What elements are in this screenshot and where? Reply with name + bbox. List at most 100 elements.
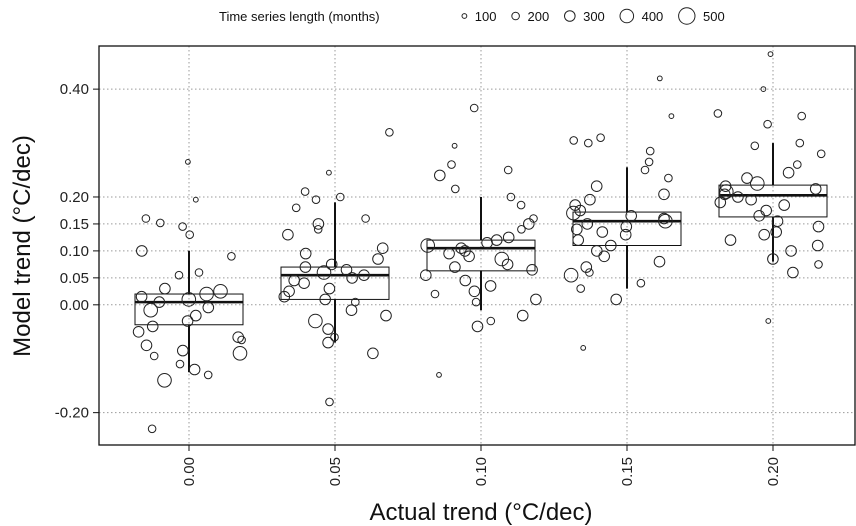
legend-label: 100	[475, 9, 497, 24]
data-point	[750, 176, 765, 191]
data-point	[143, 302, 158, 318]
data-point	[319, 293, 332, 306]
x-axis-title: Actual trend (°C/dec)	[369, 499, 592, 526]
data-point	[140, 339, 153, 352]
y-tick-label: 0.05	[60, 270, 89, 287]
data-point	[770, 226, 783, 238]
data-point	[463, 250, 475, 263]
legend-swatch	[564, 10, 576, 22]
box-iqr	[280, 266, 390, 300]
box-iqr	[426, 239, 536, 272]
data-point	[420, 269, 432, 282]
data-point	[194, 268, 204, 277]
data-point	[584, 193, 596, 206]
legend-swatch	[511, 11, 520, 21]
data-point	[227, 251, 236, 261]
data-point	[502, 231, 515, 244]
legend-title: Time series length (months)	[219, 9, 380, 24]
legend-swatch	[619, 8, 635, 24]
data-point	[719, 184, 734, 199]
data-point	[658, 213, 673, 229]
legend-swatch	[461, 13, 468, 19]
data-point	[619, 228, 632, 241]
box-iqr	[718, 184, 828, 218]
data-point	[658, 188, 670, 201]
legend-label: 400	[642, 9, 664, 24]
data-point	[517, 225, 526, 234]
data-point	[278, 290, 291, 303]
data-point	[300, 187, 310, 196]
data-point	[288, 274, 301, 287]
data-point	[345, 304, 358, 317]
data-point	[190, 309, 202, 322]
data-point	[311, 195, 321, 204]
data-point	[471, 297, 481, 307]
data-point	[326, 169, 332, 176]
data-point	[153, 296, 166, 308]
data-point	[750, 141, 760, 151]
data-point	[447, 160, 456, 169]
data-point	[516, 309, 529, 322]
data-point	[340, 264, 353, 276]
data-point	[767, 51, 774, 57]
y-tick-label: 0.15	[60, 216, 89, 233]
data-point	[620, 220, 633, 233]
data-point	[430, 289, 440, 299]
data-point	[380, 309, 392, 322]
data-point	[812, 220, 825, 233]
x-tick-label: 0.00	[181, 457, 198, 486]
data-point	[322, 336, 334, 349]
data-point	[580, 345, 587, 351]
grid	[99, 46, 855, 445]
data-point	[793, 160, 802, 169]
data-point	[713, 109, 723, 118]
data-point	[376, 242, 389, 254]
data-point	[530, 293, 542, 306]
data-point	[767, 253, 779, 265]
data-point	[308, 313, 323, 329]
data-point	[640, 165, 650, 175]
points	[132, 51, 826, 434]
data-point	[149, 351, 159, 361]
data-point	[175, 359, 185, 369]
data-point	[178, 222, 187, 231]
data-point	[778, 199, 791, 211]
data-point	[765, 318, 772, 324]
data-point	[782, 166, 795, 179]
data-point	[795, 138, 805, 148]
data-point	[656, 75, 663, 82]
data-point	[760, 204, 773, 217]
data-point	[298, 277, 310, 290]
data-point	[596, 133, 605, 142]
data-point	[590, 180, 603, 192]
data-point	[202, 301, 215, 314]
data-point	[664, 173, 673, 183]
data-point	[147, 424, 157, 434]
data-point	[758, 228, 771, 241]
x-tick-label: 0.10	[473, 457, 490, 486]
data-point	[443, 247, 455, 260]
data-point	[741, 172, 753, 184]
data-point	[185, 159, 191, 165]
legend-label: 500	[703, 9, 725, 24]
data-point	[282, 228, 294, 241]
data-point	[501, 258, 514, 271]
data-point	[469, 103, 479, 113]
data-point	[526, 264, 538, 276]
data-point	[188, 363, 201, 376]
data-point	[181, 292, 197, 307]
y-tick-label: 0.20	[60, 189, 89, 206]
data-point	[199, 286, 214, 302]
data-point	[213, 284, 228, 299]
data-point	[584, 138, 593, 148]
data-point	[523, 218, 535, 230]
data-point	[576, 284, 586, 293]
y-axis-title: Model trend (°C/dec)	[9, 135, 36, 357]
data-point	[724, 234, 737, 246]
data-point	[563, 267, 579, 283]
legend-swatch	[678, 7, 696, 25]
data-point	[192, 196, 199, 203]
data-point	[610, 293, 623, 306]
x-tick-label: 0.20	[765, 457, 782, 486]
data-point	[506, 192, 516, 202]
